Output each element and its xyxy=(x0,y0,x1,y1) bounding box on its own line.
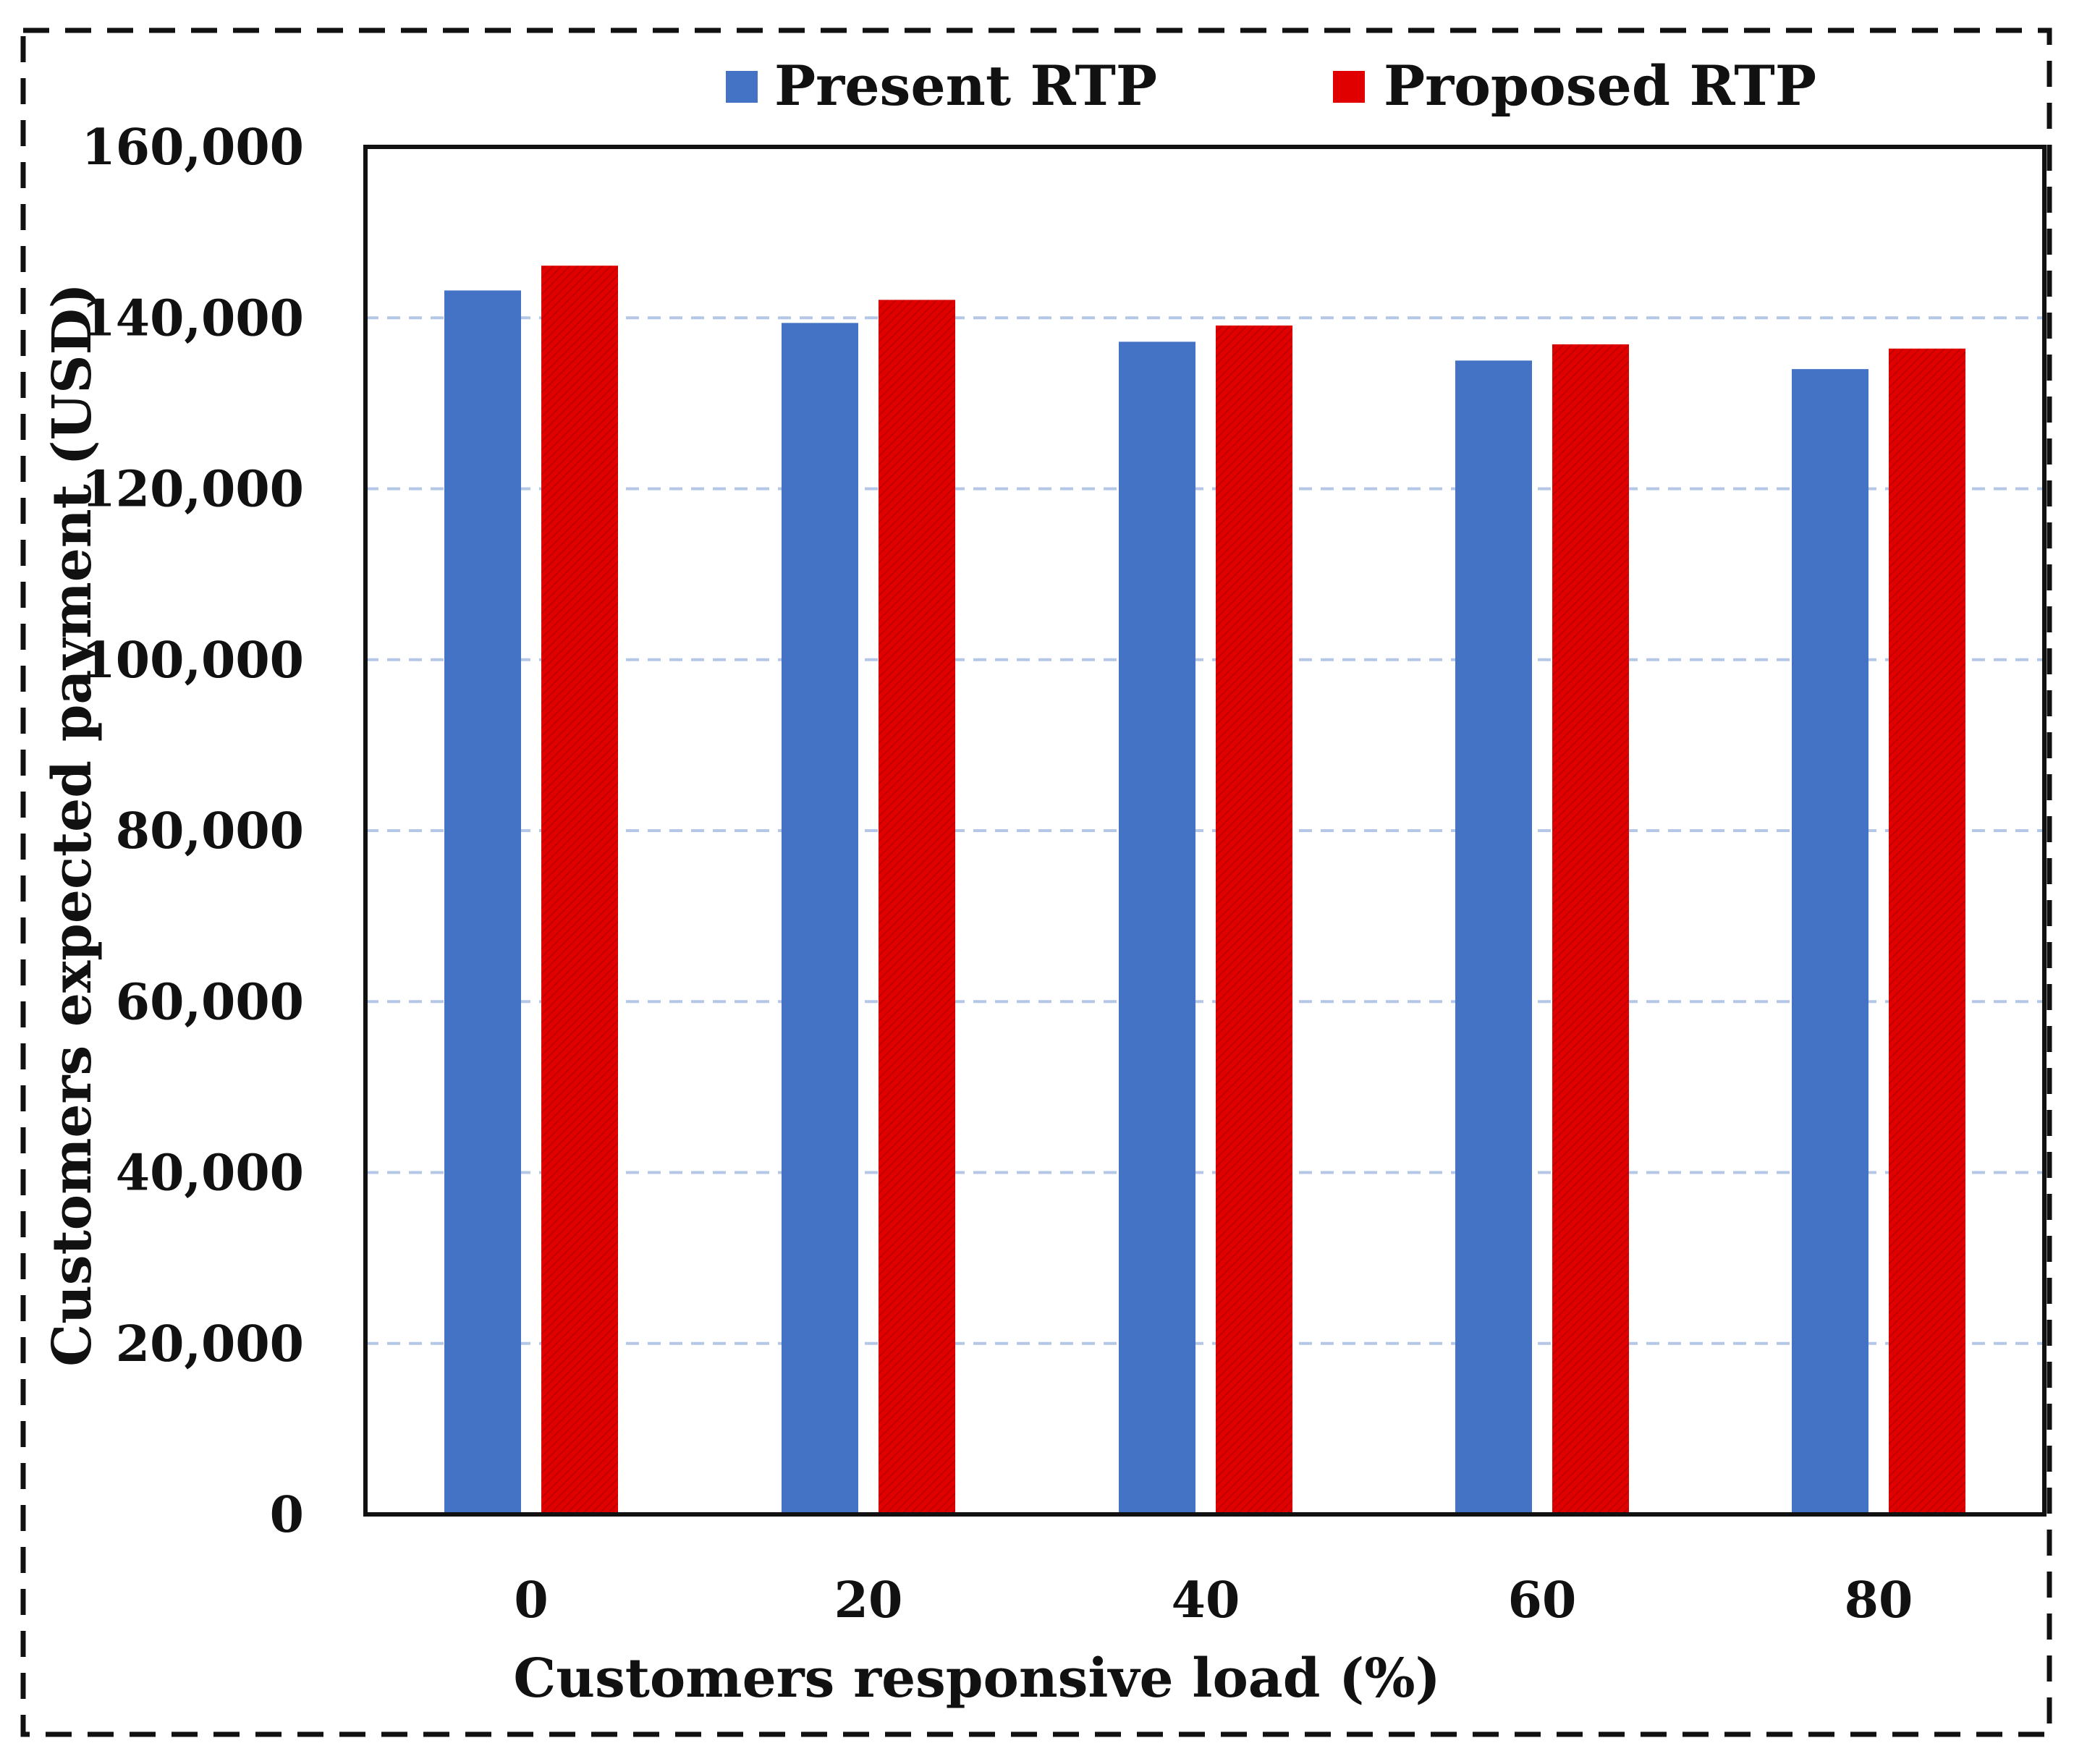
legend-swatch-present-rtp xyxy=(726,71,758,103)
bar-present-rtp-80 xyxy=(1792,369,1868,1514)
y-axis-title: Customers expected payment (USD) xyxy=(41,283,103,1367)
bar-proposed-rtp-40 xyxy=(1216,325,1292,1515)
bar-proposed-rtp-0 xyxy=(541,266,618,1515)
bar-present-rtp-0 xyxy=(444,290,521,1515)
x-tick-labels: 0 20 40 60 80 xyxy=(514,1572,1913,1629)
y-tick-label: 160,000 xyxy=(81,119,304,177)
plot-area-border xyxy=(363,145,2047,1517)
bar-present-rtp-20 xyxy=(782,323,858,1514)
legend: Present RTP Proposed RTP xyxy=(726,54,1816,118)
y-tick-label: 0 xyxy=(270,1486,304,1544)
legend-swatch-proposed-rtp xyxy=(1333,71,1365,103)
legend-label-proposed-rtp: Proposed RTP xyxy=(1384,54,1816,118)
bar-proposed-rtp-80 xyxy=(1889,348,1965,1514)
x-tick-label: 60 xyxy=(1508,1572,1577,1629)
y-tick-label: 100,000 xyxy=(81,632,304,690)
y-tick-label: 80,000 xyxy=(116,802,304,860)
x-tick-label: 40 xyxy=(1172,1572,1240,1629)
bar-present-rtp-60 xyxy=(1455,360,1532,1514)
y-tick-label: 140,000 xyxy=(81,289,304,347)
legend-label-present-rtp: Present RTP xyxy=(774,54,1157,118)
y-tick-label: 40,000 xyxy=(116,1145,304,1203)
figure-frame xyxy=(20,27,2052,1737)
x-tick-label: 0 xyxy=(514,1572,548,1629)
bar-present-rtp-40 xyxy=(1119,342,1195,1515)
y-tick-labels: 0 20,000 40,000 60,000 80,000 100,000 120,000 1… xyxy=(81,119,304,1544)
x-axis-title: Customers responsive load (%) xyxy=(513,1648,1440,1710)
bar-proposed-rtp-60 xyxy=(1552,344,1629,1514)
gridlines xyxy=(365,316,2044,1345)
y-tick-label: 20,000 xyxy=(116,1315,304,1373)
bar-proposed-rtp-20 xyxy=(879,300,955,1515)
y-tick-label: 60,000 xyxy=(116,973,304,1031)
x-tick-label: 80 xyxy=(1845,1572,1913,1629)
y-tick-label: 120,000 xyxy=(81,461,304,519)
bars xyxy=(444,266,1965,1515)
x-tick-label: 20 xyxy=(834,1572,903,1629)
